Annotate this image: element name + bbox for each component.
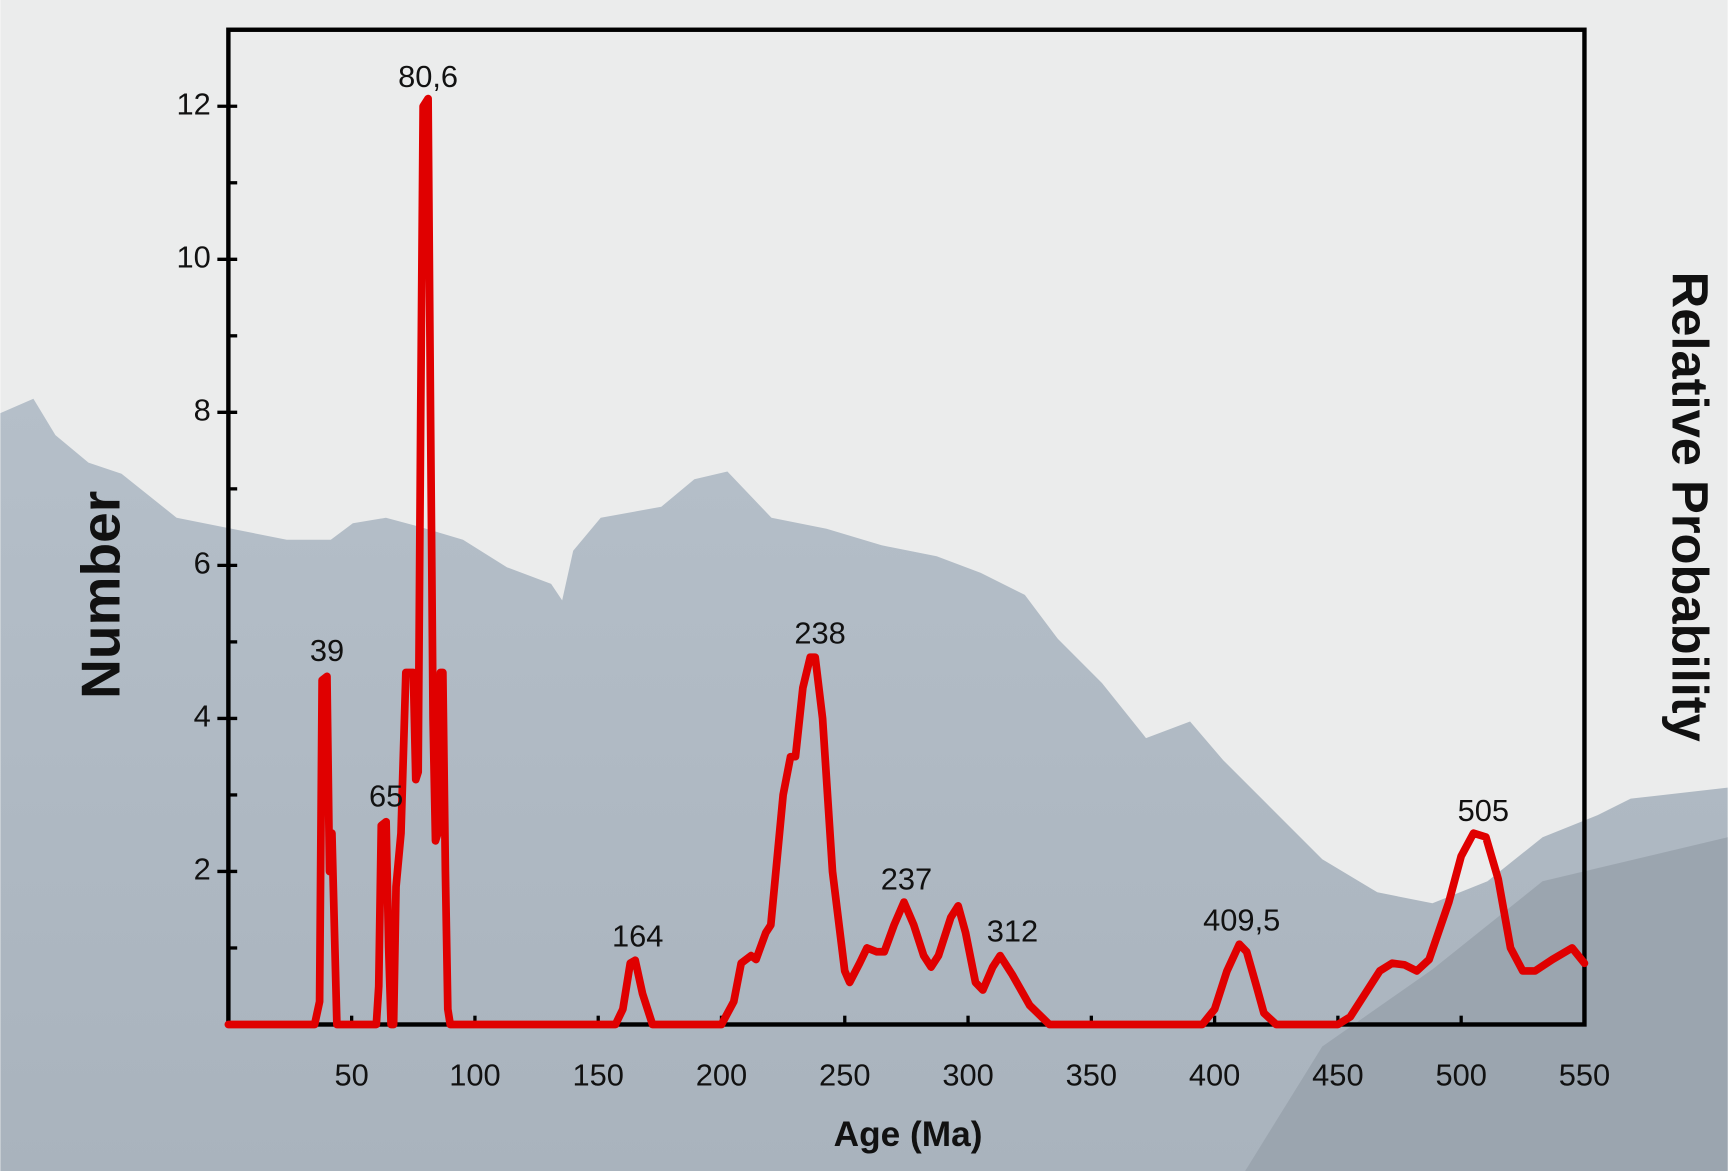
x-tick-label: 100 [449, 1058, 500, 1093]
plot-frame [226, 27, 1587, 1027]
peak-annotation: 238 [794, 615, 845, 650]
peak-annotation: 80,6 [398, 59, 458, 94]
x-tick-label: 350 [1066, 1058, 1117, 1093]
x-tick-label: 450 [1312, 1058, 1363, 1093]
peak-annotation: 164 [612, 918, 663, 953]
x-tick-label: 500 [1435, 1058, 1486, 1093]
x-tick-label: 250 [819, 1058, 870, 1093]
x-tick-label: 150 [572, 1058, 623, 1093]
y-tick-label: 12 [176, 86, 210, 121]
data-line [224, 94, 1589, 1029]
y-tick-label: 8 [194, 392, 211, 427]
x-tick-label: 550 [1559, 1058, 1610, 1093]
x-tick-label: 200 [696, 1058, 747, 1093]
x-axis-title: Age (Ma) [834, 1115, 983, 1154]
y-axis-title: Number [70, 491, 132, 699]
peak-annotation: 409,5 [1203, 902, 1280, 937]
peak-annotation: 39 [310, 633, 344, 668]
peak-annotation: 65 [369, 778, 403, 813]
x-tick-label: 400 [1189, 1058, 1240, 1093]
y2-axis-title: Relative Probability [1661, 272, 1718, 742]
mountain-foreground [1245, 837, 1728, 1171]
y-tick-label: 2 [194, 852, 211, 887]
peak-annotation: 312 [987, 914, 1038, 949]
peak-annotation: 505 [1458, 793, 1509, 828]
y-tick-label: 10 [176, 239, 210, 274]
x-tick-label: 300 [942, 1058, 993, 1093]
x-tick-label: 50 [335, 1058, 369, 1093]
peak-annotation: 237 [881, 862, 932, 897]
y-tick-label: 4 [194, 699, 211, 734]
y-tick-label: 6 [194, 546, 211, 581]
